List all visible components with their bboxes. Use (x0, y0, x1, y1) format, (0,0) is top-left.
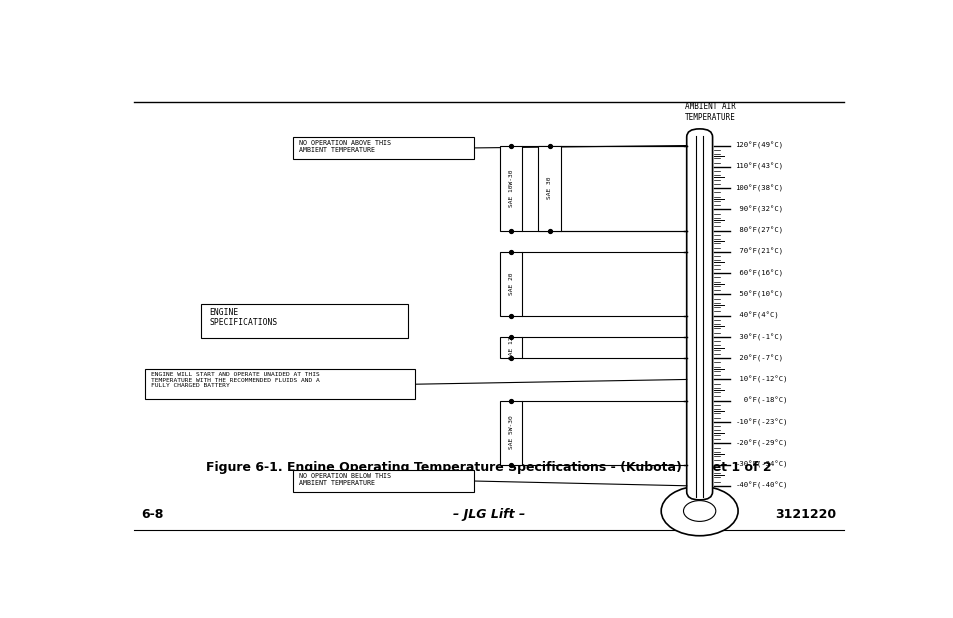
Text: 10°F(-12°C): 10°F(-12°C) (735, 376, 787, 383)
Text: 50°F(10°C): 50°F(10°C) (735, 291, 782, 298)
Circle shape (682, 501, 715, 522)
Text: 30°F(-1°C): 30°F(-1°C) (735, 333, 782, 341)
Text: Figure 6-1. Engine Operating Temperature Specifications - (Kubota) Sheet 1 of 2: Figure 6-1. Engine Operating Temperature… (206, 461, 771, 474)
Text: -10°F(-23°C): -10°F(-23°C) (735, 418, 787, 426)
Bar (293, 470, 474, 492)
Text: AMBIENT AIR
TEMPERATURE: AMBIENT AIR TEMPERATURE (684, 103, 736, 122)
Text: 80°F(27°C): 80°F(27°C) (735, 227, 782, 234)
Text: 110°F(43°C): 110°F(43°C) (735, 163, 782, 171)
Bar (145, 370, 415, 399)
Text: 100°F(38°C): 100°F(38°C) (735, 184, 782, 192)
Text: 40°F(4°C): 40°F(4°C) (735, 312, 779, 320)
Text: 3121220: 3121220 (775, 509, 836, 522)
Bar (499, 252, 521, 316)
Text: 90°F(32°C): 90°F(32°C) (735, 206, 782, 213)
Bar (293, 137, 474, 159)
Text: SAE 10W-30: SAE 10W-30 (508, 169, 513, 207)
Text: 60°F(16°C): 60°F(16°C) (735, 269, 782, 277)
Text: -30°F(-34°C): -30°F(-34°C) (735, 461, 787, 468)
Text: 70°F(21°C): 70°F(21°C) (735, 248, 782, 255)
Bar (200, 304, 407, 338)
Text: SAE 12: SAE 12 (508, 336, 513, 359)
Text: NO OPERATION BELOW THIS
AMBIENT TEMPERATURE: NO OPERATION BELOW THIS AMBIENT TEMPERAT… (298, 473, 391, 486)
Bar (537, 145, 560, 231)
Circle shape (660, 486, 738, 536)
Text: ENGINE
SPECIFICATIONS: ENGINE SPECIFICATIONS (210, 308, 277, 327)
Text: 120°F(49°C): 120°F(49°C) (735, 142, 782, 149)
Bar (499, 400, 521, 465)
Text: 20°F(-7°C): 20°F(-7°C) (735, 355, 782, 362)
FancyBboxPatch shape (686, 129, 712, 500)
Text: SAE 30: SAE 30 (546, 177, 552, 200)
Text: 6-8: 6-8 (141, 509, 164, 522)
Text: NO OPERATION ABOVE THIS
AMBIENT TEMPERATURE: NO OPERATION ABOVE THIS AMBIENT TEMPERAT… (298, 140, 391, 153)
Text: SAE 5W-30: SAE 5W-30 (508, 416, 513, 449)
Bar (499, 337, 521, 358)
Text: 0°F(-18°C): 0°F(-18°C) (735, 397, 787, 404)
Text: ENGINE WILL START AND OPERATE UNAIDED AT THIS
TEMPERATURE WITH THE RECOMMENDED F: ENGINE WILL START AND OPERATE UNAIDED AT… (151, 372, 319, 389)
Text: -40°F(-40°C): -40°F(-40°C) (735, 482, 787, 489)
Text: -20°F(-29°C): -20°F(-29°C) (735, 439, 787, 447)
Bar (499, 145, 521, 231)
Text: – JLG Lift –: – JLG Lift – (453, 509, 524, 522)
Text: SAE 20: SAE 20 (508, 273, 513, 295)
